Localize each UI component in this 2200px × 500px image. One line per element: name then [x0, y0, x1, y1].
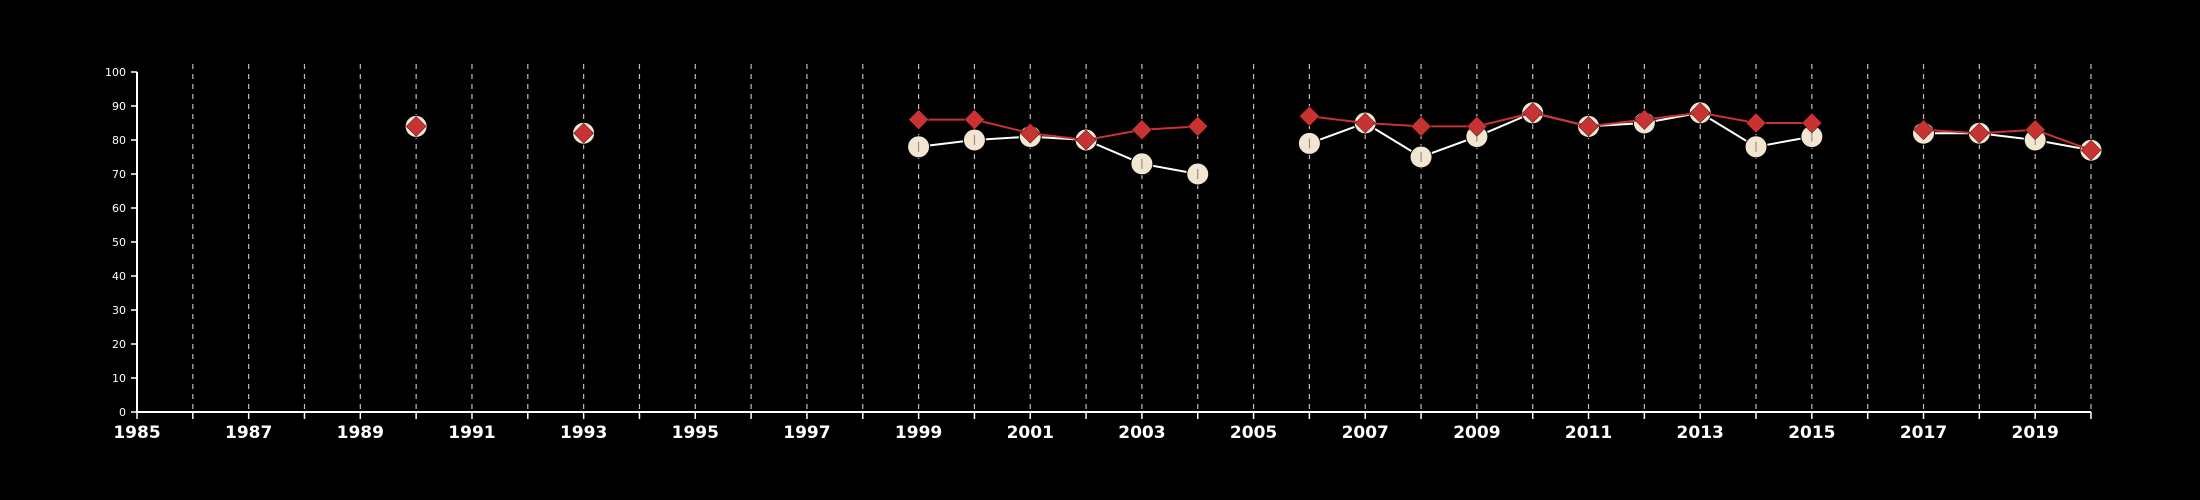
x-tick-label: 1993 [560, 423, 607, 443]
data-point [1634, 109, 1655, 130]
y-tick-label: 80 [112, 134, 126, 147]
y-tick-label: 20 [112, 338, 126, 351]
data-point [1801, 112, 1823, 134]
x-ticks: 1985 1987 1989 1991 1993 1995 1997 1999 2001 2003… [113, 412, 2092, 443]
x-tick-label: 1997 [783, 423, 830, 443]
data-point [1745, 112, 1767, 134]
series-line [918, 118, 1198, 142]
y-tick-label: 60 [112, 202, 126, 215]
x-tick-label: 2001 [1007, 423, 1054, 443]
gridlines [192, 64, 2092, 412]
data-point [2080, 139, 2102, 161]
x-tick-label: 2005 [1230, 423, 1277, 443]
y-tick-label: 50 [112, 236, 126, 249]
x-tick-label: 1995 [672, 423, 719, 443]
y-tick-label: 100 [105, 66, 126, 79]
data-point [2024, 119, 2046, 141]
data-point [1968, 122, 1990, 144]
series [404, 101, 2103, 186]
data-point [964, 109, 985, 130]
series-diamond [405, 102, 2102, 161]
y-tick-label: 30 [112, 304, 126, 317]
data-point [1187, 116, 1209, 137]
data-point [1075, 129, 1097, 151]
y-tick-label: 10 [112, 372, 126, 385]
x-tick-label: 2009 [1453, 423, 1500, 443]
data-point [1689, 102, 1711, 124]
data-point [1410, 116, 1432, 137]
x-tick-label: 2015 [1788, 423, 1835, 443]
data-point [1913, 119, 1934, 141]
x-tick-label: 1989 [337, 423, 384, 443]
y-tick-label: 90 [112, 100, 126, 113]
y-tick-label: 0 [119, 406, 126, 419]
x-tick-label: 2017 [1900, 423, 1947, 443]
series-line [1923, 132, 2092, 152]
series-line [918, 135, 1198, 175]
x-tick-label: 2013 [1677, 423, 1724, 443]
x-tick-label: 2003 [1118, 423, 1165, 443]
y-ticks: 0 10 20 30 40 50 60 70 80 90 100 [105, 66, 137, 419]
series-line [1923, 128, 2092, 152]
data-point [1578, 116, 1599, 137]
data-point [405, 116, 427, 137]
series-line [1309, 111, 1812, 128]
x-tick-label: 2007 [1342, 423, 1389, 443]
x-tick-label: 1991 [448, 423, 495, 443]
x-tick-label: 2011 [1565, 423, 1612, 443]
data-point [1131, 119, 1153, 141]
data-point [1299, 105, 1320, 127]
y-tick-label: 40 [112, 270, 126, 283]
x-tick-label: 1987 [225, 423, 272, 443]
x-tick-label: 1999 [895, 423, 942, 443]
y-tick-label: 70 [112, 168, 126, 181]
x-tick-label: 1985 [113, 423, 160, 443]
x-tick-label: 2019 [2012, 423, 2059, 443]
data-point [1354, 112, 1376, 134]
data-point [573, 122, 594, 144]
data-point [1466, 116, 1488, 137]
data-point [1522, 102, 1544, 124]
data-point [908, 109, 929, 130]
data-point [1019, 122, 1041, 144]
